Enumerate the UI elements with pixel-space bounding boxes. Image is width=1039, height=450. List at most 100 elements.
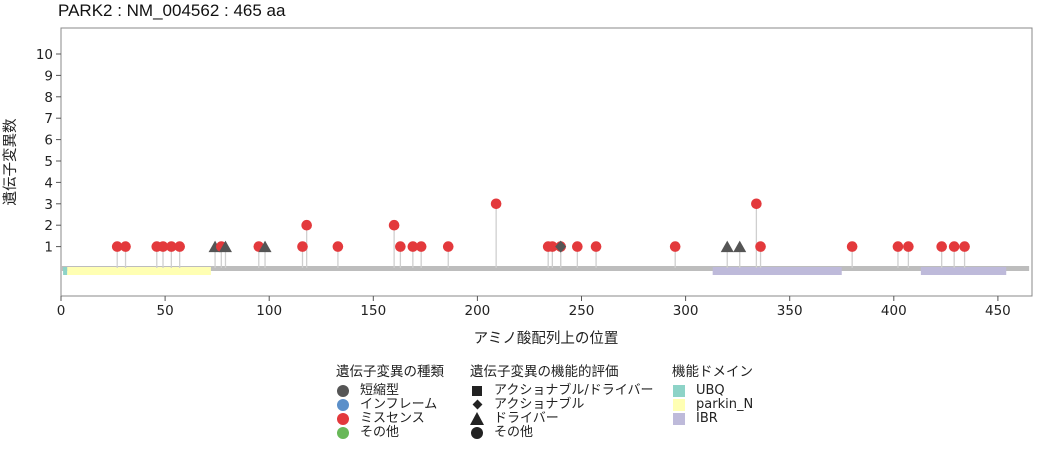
y-tick-label: 5 (44, 154, 53, 170)
legend-symbol (470, 398, 494, 412)
x-tick-label: 450 (985, 303, 1011, 319)
mutation-marker-circle (297, 241, 308, 252)
mutation-marker-circle (669, 241, 681, 252)
y-tick-label: 10 (36, 47, 53, 63)
x-tick-label: 350 (777, 303, 803, 319)
mutation-marker-diamond (555, 240, 567, 253)
x-tick-label: 0 (57, 303, 66, 319)
mutation-marker-circle (407, 241, 419, 252)
legend-item-type: ミスセンス (336, 412, 444, 426)
x-tick-label: 100 (256, 303, 282, 319)
legend-item-domain: UBQ (672, 384, 753, 398)
mutation-marker-circle (301, 219, 312, 231)
legend-title: 遺伝子変異の機能的評価 (470, 364, 619, 380)
mutation-marker-triangle (258, 240, 272, 253)
legend-mutation-types: 遺伝子変異の種類 短縮型 インフレーム ミスセンス その他 (336, 360, 444, 440)
mutation-marker-circle (572, 241, 583, 252)
mutation-marker-circle (120, 241, 131, 252)
mutation-marker-circle (547, 241, 558, 252)
legend-symbol (470, 384, 494, 398)
legend-title: 機能ドメイン (672, 364, 753, 380)
y-tick-label: 6 (44, 133, 53, 149)
y-tick-label: 1 (44, 240, 53, 256)
mutation-marker-circle (846, 241, 858, 252)
legend-functional-evaluation: 遺伝子変異の機能的評価 アクショナブル/ドライバー アクショナブル ドライバー その他 (470, 360, 653, 440)
legend-item-eval: アクショナブル (470, 398, 653, 412)
mutation-marker-circle (936, 241, 947, 252)
mutation-marker-circle (903, 241, 914, 252)
legend-label: インフレーム (360, 397, 438, 412)
y-tick-label: 3 (44, 197, 53, 213)
mutation-marker-circle (395, 241, 406, 252)
stem-layer (116, 203, 966, 268)
mutation-marker-triangle (733, 240, 747, 253)
legend-domains: 機能ドメイン UBQ parkin_N IBR (672, 360, 753, 426)
legend-item-type: インフレーム (336, 398, 444, 412)
legend-item-type: その他 (336, 426, 444, 440)
y-tick-label: 4 (44, 175, 53, 191)
x-tick-label: 400 (881, 303, 907, 319)
x-axis-label: アミノ酸配列上の位置 (474, 330, 619, 347)
mutation-marker-circle (751, 198, 762, 210)
y-tick-label: 7 (44, 111, 53, 127)
mutation-marker-triangle (720, 240, 734, 253)
plot-frame (60, 27, 1033, 297)
legend-symbol (336, 384, 360, 398)
legend-label: IBR (696, 411, 718, 426)
legend-item-domain: IBR (672, 412, 753, 426)
y-tick-label: 9 (44, 68, 53, 84)
domain-IBR (712, 267, 842, 275)
legend-symbol (336, 412, 360, 426)
legend-item-eval: アクショナブル/ドライバー (470, 384, 653, 398)
legend-symbol (470, 412, 494, 426)
legend-label: ミスセンス (360, 411, 425, 426)
legend-label: parkin_N (696, 397, 754, 412)
legend-item-domain: parkin_N (672, 398, 753, 412)
legend-label: UBQ (696, 383, 725, 398)
legend-item-eval: ドライバー (470, 412, 653, 426)
domain-parkin_N (67, 267, 211, 275)
x-tick-label: 300 (673, 303, 699, 319)
legend-label: アクショナブル/ドライバー (494, 383, 654, 398)
mutation-marker-circle (415, 241, 427, 252)
x-tick-label: 150 (360, 303, 386, 319)
domain-IBR (920, 267, 1007, 275)
mutation-marker-circle (892, 241, 904, 252)
mutation-marker-circle (174, 241, 185, 252)
mutation-marker-circle (959, 241, 970, 252)
legend-symbol (470, 426, 494, 440)
legend-item-eval: その他 (470, 426, 653, 440)
mutation-marker-circle (755, 241, 766, 252)
mutation-marker-circle (332, 241, 344, 252)
mutation-marker-circle (948, 241, 960, 252)
domain-UBQ (63, 267, 68, 275)
y-axis-label: 遺伝子変異数 (2, 118, 19, 205)
legend-label: 短縮型 (360, 383, 400, 398)
legend-symbol (672, 384, 696, 398)
legend-symbol (672, 398, 696, 412)
protein-backbone-layer (61, 266, 1030, 275)
legend-label: ドライバー (494, 411, 559, 426)
y-tick-label: 8 (44, 90, 53, 106)
x-tick-label: 250 (569, 303, 595, 319)
mutation-marker-circle (111, 241, 123, 252)
marker-layer (111, 198, 970, 253)
protein-backbone (61, 266, 1030, 271)
mutation-marker-circle (490, 198, 502, 210)
x-tick-label: 50 (157, 303, 174, 319)
y-axis: 1 2 3 4 5 6 7 8 9 10 (36, 47, 61, 256)
mutation-marker-circle (157, 241, 169, 252)
legend-symbol (336, 426, 360, 440)
mutation-marker-circle (388, 219, 400, 231)
legend-label: その他 (360, 425, 400, 440)
mutation-marker-circle (590, 241, 602, 252)
mutation-marker-circle (166, 241, 177, 252)
legend-title: 遺伝子変異の種類 (336, 364, 444, 380)
y-tick-label: 2 (44, 218, 53, 234)
x-tick-label: 200 (465, 303, 491, 319)
legend-symbol (336, 398, 360, 412)
mutation-marker-triangle (218, 240, 232, 253)
mutation-marker-circle (442, 241, 454, 252)
legend-label: アクショナブル (494, 397, 585, 412)
